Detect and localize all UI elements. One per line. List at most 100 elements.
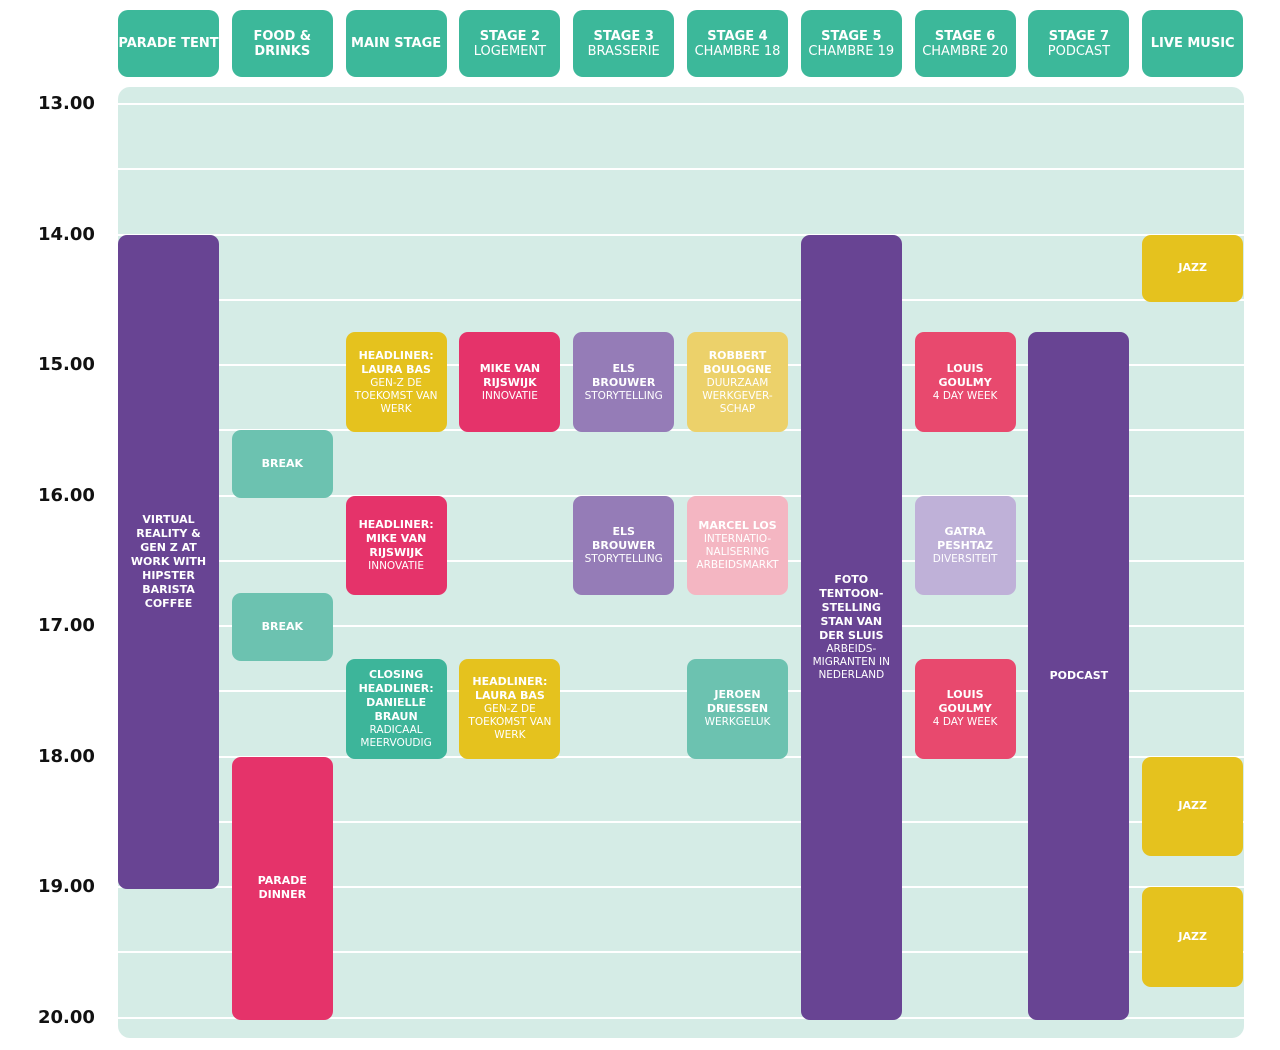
column-title: STAGE 4 [707, 28, 768, 44]
grid-line [118, 755, 1244, 758]
event-title: FOTO TENTOON-STELLING STAN VAN DER SLUIS [819, 572, 884, 642]
grid-line [118, 690, 1244, 693]
time-label: 17.00 [38, 615, 95, 636]
event-detail: INTERNATIO-NALISERING ARBEIDSMARKT [696, 532, 779, 571]
column-subtitle: LOGEMENT [473, 43, 547, 59]
event-detail: ARBEIDS-MIGRANTEN IN NEDERLAND [812, 642, 890, 681]
grid-line [118, 168, 1244, 171]
grid-line [118, 951, 1244, 954]
event-title: JAZZ [1178, 261, 1207, 275]
event-block: JAZZ [1142, 887, 1244, 987]
time-label: 14.00 [38, 223, 95, 245]
time-label: 15.00 [38, 354, 95, 375]
event-detail: 4 DAY WEEK [932, 389, 998, 402]
time-label: 13.00 [38, 93, 95, 114]
event-detail: DUURZAAM WERKGEVER-SCHAP [702, 376, 773, 415]
column-title: MAIN STAGE [351, 36, 442, 51]
event-detail: RADICAAL MEERVOUDIG [360, 723, 432, 749]
column-header: STAGE 6 CHAMBRE 20 [914, 10, 1016, 77]
event-block: ROBBERT BOULOGNE DUURZAAM WERKGEVER-SCHAP [687, 332, 788, 433]
column-subtitle: BRASSERIE [587, 43, 660, 59]
event-block: JAZZ [1142, 234, 1244, 302]
column-subtitle: CHAMBRE 19 [808, 43, 895, 59]
event-block: FOTO TENTOON-STELLING STAN VAN DER SLUIS… [800, 234, 902, 1020]
event-detail: 4 DAY WEEK [932, 716, 998, 729]
column-header: MAIN STAGE [345, 10, 447, 77]
event-detail: WERKGELUK [704, 716, 771, 729]
event-block: HEADLINER: LAURA BAS GEN-Z DE TOEKOMST VA… [345, 332, 447, 433]
event-detail: GEN-Z DE TOEKOMST VAN WERK [468, 703, 552, 742]
column-header: STAGE 5 CHAMBRE 19 [800, 10, 902, 77]
grid-line [118, 429, 1244, 432]
event-block: BREAK [231, 430, 333, 498]
column-header: PARADE TENT [118, 10, 219, 77]
grid-line [118, 494, 1244, 497]
event-block: HEADLINER: LAURA BAS GEN-Z DE TOEKOMST VA… [459, 658, 561, 759]
column-title: FOOD & DRINKS [253, 28, 312, 59]
event-title: LOUIS GOULMY [938, 361, 992, 389]
event-block: VIRTUAL REALITY & GEN Z AT WORK WITH HIP… [118, 234, 219, 889]
event-block: HEADLINER: MIKE VAN RIJSWIJK INNOVATIE [345, 495, 447, 596]
event-title: HEADLINER: LAURA BAS [358, 348, 434, 376]
column-header: STAGE 3 BRASSERIE [573, 10, 675, 77]
event-block: GATRA PESHTAZ DIVERSITEIT [914, 495, 1016, 596]
event-detail: STORYTELLING [584, 552, 663, 565]
event-block: PODCAST [1028, 332, 1130, 1020]
event-block: JAZZ [1142, 756, 1244, 857]
event-title: JEROEN DRIESSEN [706, 688, 769, 716]
event-block: MARCEL LOS INTERNATIO-NALISERING ARBEIDSM… [687, 495, 788, 596]
grid-line [118, 625, 1244, 627]
column-header: STAGE 7 PODCAST [1028, 10, 1130, 77]
time-label: 18.00 [38, 745, 95, 767]
event-block: JEROEN DRIESSEN WERKGELUK [687, 658, 788, 759]
time-label: 20.00 [38, 1006, 95, 1028]
event-block: ELS BROUWER STORYTELLING [573, 332, 675, 433]
column-subtitle: CHAMBRE 18 [694, 43, 781, 59]
column-title: PARADE TENT [118, 36, 219, 51]
event-title: VIRTUAL REALITY & GEN Z AT WORK WITH HIP… [130, 512, 207, 610]
grid-line [118, 1016, 1244, 1019]
event-title: GATRA PESHTAZ [937, 524, 994, 552]
column-title: STAGE 7 [1048, 28, 1110, 44]
column-subtitle: PODCAST [1047, 43, 1111, 59]
time-label: 19.00 [38, 876, 95, 897]
event-title: JAZZ [1178, 799, 1207, 813]
event-block: CLOSING HEADLINER: DANIELLE BRAUN RADICAA… [345, 658, 447, 759]
event-title: HEADLINER: LAURA BAS [472, 675, 548, 703]
event-detail: DIVERSITEIT [932, 552, 998, 565]
column-title: STAGE 3 [593, 28, 654, 44]
event-block: LOUIS GOULMY 4 DAY WEEK [914, 332, 1016, 433]
column-header: STAGE 4 CHAMBRE 18 [687, 10, 788, 77]
grid-line [118, 364, 1244, 366]
event-title: ROBBERT BOULOGNE [703, 348, 772, 376]
column-header: STAGE 2 LOGEMENT [459, 10, 561, 77]
event-title: BREAK [261, 620, 303, 633]
event-detail: INNOVATIE [481, 389, 538, 402]
grid-line [118, 559, 1244, 562]
column-title: LIVE MUSIC [1150, 36, 1235, 51]
column-title: STAGE 2 [479, 28, 541, 44]
event-title: ELS BROUWER [592, 524, 656, 552]
event-title: BREAK [261, 456, 303, 470]
event-title: PARADE DINNER [257, 874, 307, 901]
event-detail: GEN-Z DE TOEKOMST VAN WERK [354, 376, 438, 415]
time-label: 16.00 [38, 484, 95, 506]
grid-line [118, 298, 1244, 301]
event-title: CLOSING HEADLINER: DANIELLE BRAUN [358, 667, 434, 723]
event-title: LOUIS GOULMY [938, 688, 992, 716]
event-block: MIKE VAN RIJSWIJK INNOVATIE [459, 332, 561, 433]
column-subtitle: CHAMBRE 20 [922, 43, 1008, 59]
event-title: MARCEL LOS [698, 518, 777, 532]
column-header: LIVE MUSIC [1142, 10, 1244, 77]
grid-line [118, 820, 1244, 823]
event-block: BREAK [231, 593, 333, 661]
event-title: PODCAST [1049, 668, 1109, 682]
event-block: LOUIS GOULMY 4 DAY WEEK [914, 658, 1016, 759]
grid-line [118, 886, 1244, 888]
grid-line [118, 233, 1244, 236]
column-title: STAGE 6 [934, 28, 996, 44]
event-title: JAZZ [1178, 929, 1207, 943]
column-title: STAGE 5 [821, 28, 882, 44]
event-detail: STORYTELLING [584, 389, 663, 402]
